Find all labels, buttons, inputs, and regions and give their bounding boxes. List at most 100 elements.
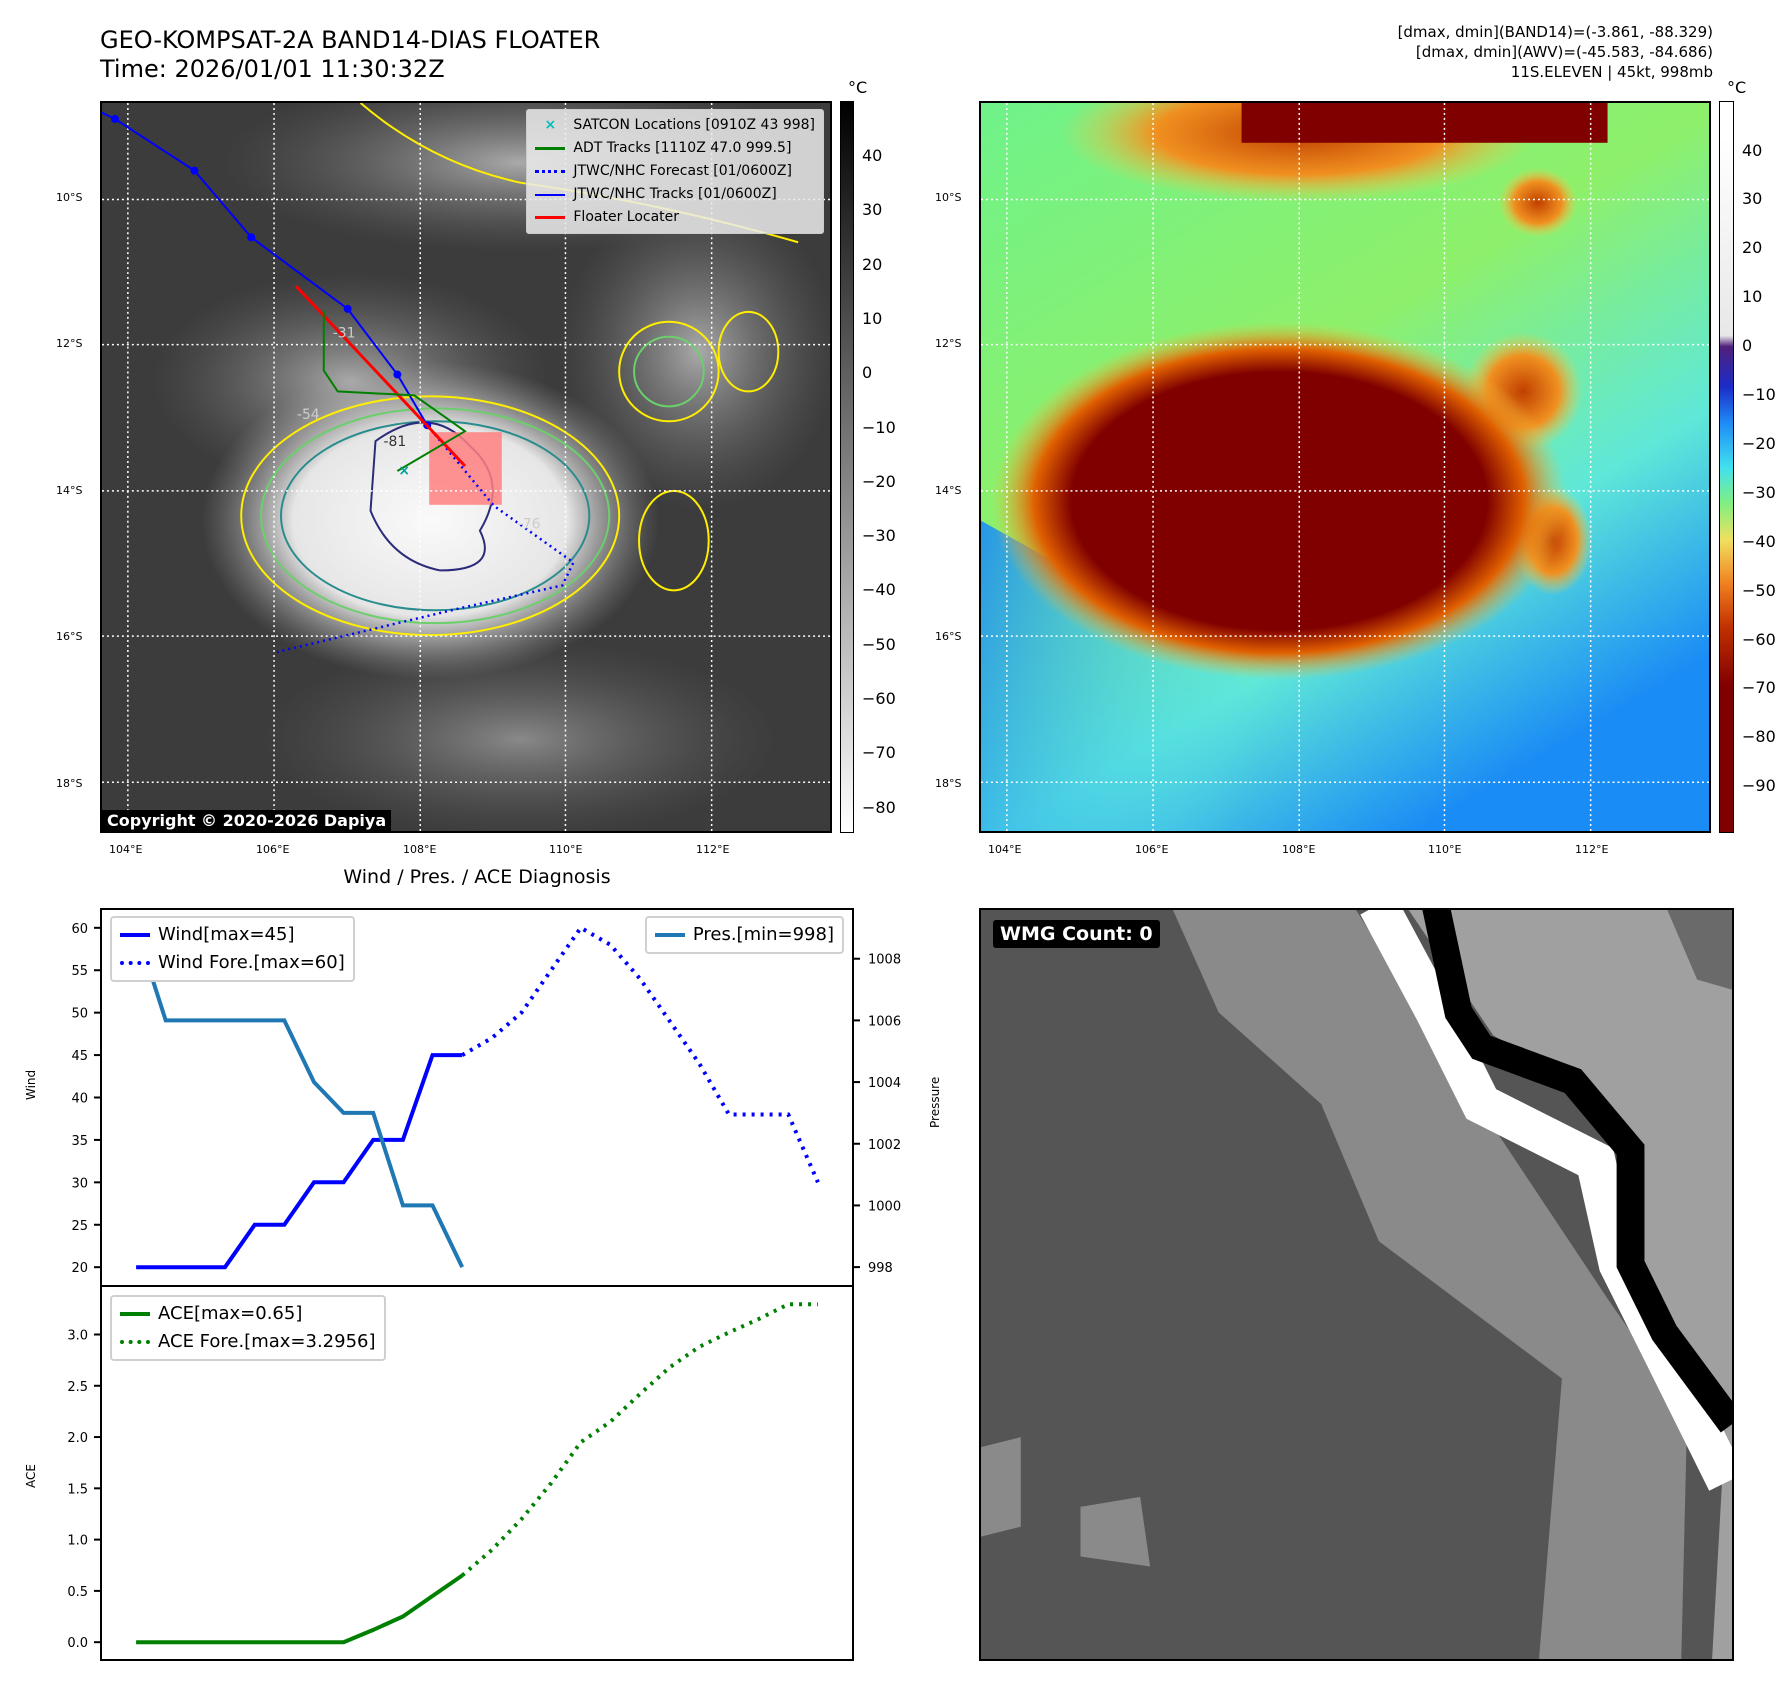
contour-label-81: -81 <box>383 434 406 450</box>
cbar-tick-label: 0 <box>1742 336 1753 356</box>
contour-label-54: -54 <box>297 407 320 423</box>
lon-tick-label: 104°E <box>988 843 1022 856</box>
legend-label: Wind[max=45] <box>158 924 295 945</box>
ir-colorbar <box>840 101 854 833</box>
ir-map[interactable]: × -31 -54 -76 -81 × SATCON Locations [091… <box>100 101 832 833</box>
storm-info: 11S.ELEVEN | 45kt, 998mb <box>1510 63 1713 81</box>
lon-tick-label: 104°E <box>109 843 143 856</box>
ace-axis-label: ACE <box>24 1464 38 1488</box>
adt-track <box>322 310 467 472</box>
y-tick-label: 1.5 <box>67 1482 88 1497</box>
line-icon <box>120 933 150 937</box>
cbar-tick-label: −50 <box>1742 580 1776 600</box>
legend-label: Pres.[min=998] <box>692 924 834 945</box>
awv-map[interactable] <box>979 101 1711 833</box>
legend-label: ADT Tracks [1110Z 47.0 999.5] <box>573 140 792 156</box>
series-line-pres- <box>134 927 465 1268</box>
legend-wind-fore: Wind Fore.[max=60] <box>120 949 345 977</box>
lon-tick-label: 108°E <box>1282 843 1316 856</box>
lat-tick-label: 12°S <box>56 337 83 350</box>
legend-wind: Wind[max=45] <box>120 921 345 949</box>
map-legend: × SATCON Locations [0910Z 43 998] ADT Tra… <box>526 109 824 234</box>
svg-text:×: × <box>398 463 410 479</box>
lat-tick-label: 14°S <box>935 484 962 497</box>
product-title: GEO-KOMPSAT-2A BAND14-DIAS FLOATER <box>100 26 601 54</box>
ace-plot: 0.0 0.5 1.0 1.5 2.0 2.5 3.0 <box>67 1302 818 1651</box>
y-tick-label-right: 1002 <box>868 1138 901 1153</box>
y-tick-label-right: 1004 <box>868 1076 901 1091</box>
lat-tick-label: 16°S <box>56 630 83 643</box>
y-tick-label-right: 1008 <box>868 953 901 968</box>
series-line-ace <box>136 1573 464 1645</box>
wmg-count-badge: WMG Count: 0 <box>993 920 1160 948</box>
y-tick-label-right: 1000 <box>868 1199 901 1214</box>
line-marker-icon <box>535 193 566 196</box>
wind-pressure-axes: 20 25 30 35 40 45 50 55 60 998 1000 1002 1004 1006 100… <box>71 908 901 1287</box>
wind-legend: Wind[max=45] Wind Fore.[max=60] <box>110 916 355 982</box>
cbar-unit: °C <box>848 78 868 97</box>
legend-floater: Floater Locater <box>535 206 815 229</box>
legend-ace: ACE[max=0.65] <box>120 1300 376 1328</box>
line-icon <box>120 1312 150 1316</box>
cbar-tick-label: 40 <box>1742 140 1763 160</box>
legend-label: JTWC/NHC Forecast [01/0600Z] <box>573 163 792 179</box>
wmg-classification-image <box>981 895 1745 1659</box>
cbar-tick-label: −20 <box>862 471 896 491</box>
cbar-tick-label: 20 <box>1742 238 1763 258</box>
ace-axes: 0.0 0.5 1.0 1.5 2.0 2.5 3.0 ACE[max=0.65] ACE … <box>67 1285 854 1661</box>
lat-tick-label: 16°S <box>935 630 962 643</box>
y-tick-label: 55 <box>71 964 88 979</box>
copyright: Copyright © 2020-2026 Dapiya <box>102 810 392 831</box>
legend-label: ACE[max=0.65] <box>158 1303 303 1324</box>
lat-tick-label: 10°S <box>935 191 962 204</box>
pressure-axis-label: Pressure <box>928 1076 942 1128</box>
lon-tick-label: 106°E <box>1135 843 1169 856</box>
cbar-tick-label: 0 <box>862 363 873 383</box>
lon-tick-label: 106°E <box>256 843 290 856</box>
legend-label: ACE Fore.[max=3.2956] <box>158 1331 376 1352</box>
cbar-tick-label: 10 <box>862 308 883 328</box>
y-tick-label: 60 <box>71 922 88 937</box>
line-icon <box>535 147 566 150</box>
series-line-wind-fore- <box>461 925 820 1184</box>
chart-title: Wind / Pres. / ACE Diagnosis <box>343 866 611 888</box>
y-tick-label: 3.0 <box>67 1328 88 1343</box>
lat-tick-label: 10°S <box>56 191 83 204</box>
y-tick-label: 1.0 <box>67 1534 88 1549</box>
cbar-tick-label: −70 <box>1742 678 1776 698</box>
cbar-tick-label: 40 <box>862 146 883 165</box>
y-tick-label: 35 <box>71 1134 88 1149</box>
lat-tick-label: 14°S <box>56 484 83 497</box>
y-tick-label: 2.0 <box>67 1431 88 1446</box>
wind-axis-label: Wind <box>24 1069 38 1100</box>
wmg-panel: WMG Count: 0 <box>979 895 1745 1661</box>
y-tick-label: 45 <box>71 1049 88 1064</box>
cbar-tick-label: 10 <box>1742 287 1763 307</box>
y-tick-label: 25 <box>71 1219 88 1234</box>
awv-colorbar <box>1719 101 1734 833</box>
line-icon <box>654 933 685 937</box>
wind-pressure-plot: 20 25 30 35 40 45 50 55 60 998 1000 1002 1004 1006 100… <box>71 922 901 1276</box>
legend-pres: Pres.[min=998] <box>654 921 834 949</box>
y-tick-label: 0.5 <box>67 1585 88 1600</box>
cbar-tick-label: −40 <box>1742 531 1776 551</box>
lon-tick-label: 108°E <box>403 843 437 856</box>
awv-imagery <box>981 103 1709 831</box>
y-tick-label: 2.5 <box>67 1380 88 1395</box>
cbar-unit: °C <box>1727 78 1747 97</box>
cbar-tick-label: −10 <box>1742 385 1776 404</box>
y-tick-label-right: 998 <box>868 1261 893 1276</box>
cbar-tick-label: −60 <box>862 689 896 708</box>
cbar-tick-label: −20 <box>1742 433 1776 453</box>
dotted-line-icon <box>120 961 150 965</box>
cbar-tick-label: 30 <box>862 200 883 220</box>
cbar-tick-label: −40 <box>862 580 896 600</box>
lat-tick-label: 18°S <box>56 777 83 790</box>
y-tick-label: 0.0 <box>67 1636 88 1651</box>
legend-forecast: JTWC/NHC Forecast [01/0600Z] <box>535 160 815 183</box>
lat-tick-label: 18°S <box>935 777 962 790</box>
cbar-tick-label: −30 <box>862 526 896 546</box>
lon-tick-label: 112°E <box>696 843 730 856</box>
awv-range: [dmax, dmin](AWV)=(-45.583, -84.686) <box>1415 43 1713 61</box>
cbar-tick-label: −80 <box>862 797 896 817</box>
